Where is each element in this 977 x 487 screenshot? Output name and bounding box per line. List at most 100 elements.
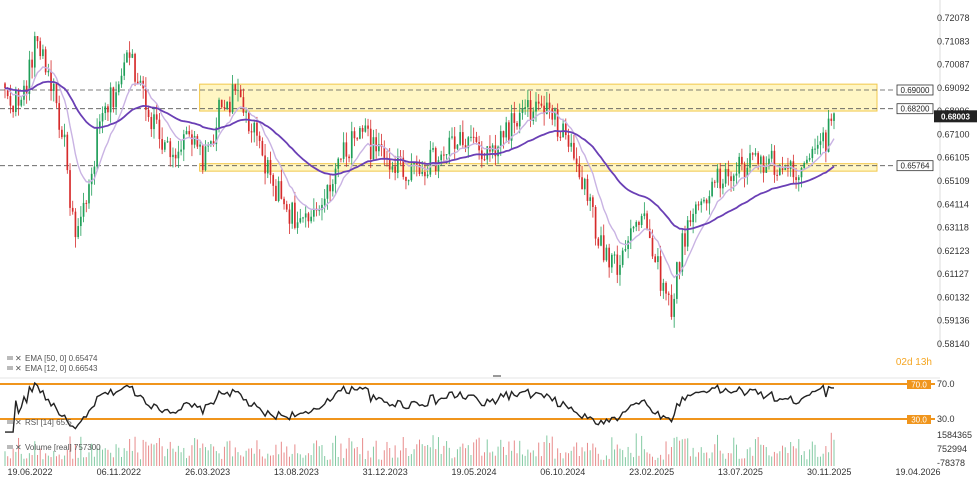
candle-body [445,154,448,156]
candle-body [751,153,754,155]
legend-menu-icon[interactable] [7,445,13,449]
price-axis-tick: 0.63118 [937,223,969,233]
candle-body [781,168,784,170]
candle-body [475,137,478,143]
candle-body [88,184,90,204]
volume-bar [215,451,217,466]
candle-body [711,181,713,197]
volume-axis-tick: -78378 [937,458,965,468]
volume-bar [64,455,66,466]
volume-bar [343,458,345,466]
volume-bar [232,456,234,466]
volume-bar [809,449,811,466]
price-axis-tick: 0.67100 [937,129,970,139]
volume-bar [248,448,250,466]
candle-body [502,131,505,138]
candle-body [28,59,31,94]
volume-bar [700,447,702,466]
candle-body [109,87,112,113]
price-axis-tick: 0.62123 [937,246,970,256]
volume-bar [738,458,740,466]
candle-body [52,83,55,92]
volume-panel[interactable]: ✕ Volume [real] 757300 1584365 752994 -7… [4,430,973,468]
volume-bar [316,440,318,466]
time-axis-tick: 13.07.2025 [718,467,763,477]
legend-menu-icon[interactable] [7,356,13,360]
volume-bar [670,447,672,466]
level-tag [896,84,934,96]
volume-bar [345,448,347,466]
candle-body [621,250,624,265]
candle-body [564,123,567,136]
candle-body [448,137,451,155]
legend-close-icon[interactable]: ✕ [15,354,22,363]
volume-bar [400,450,402,466]
price-axis-tick: 0.70087 [937,60,970,70]
candles [4,31,835,328]
volume-bar [811,441,813,466]
volume-bar [102,449,104,466]
current-price-tag [934,110,977,123]
volume-bar [538,442,540,466]
legend-menu-icon[interactable] [7,420,13,424]
candle-body [196,136,199,147]
candle-body [554,109,556,120]
volume-bar [733,437,735,466]
volume-bar [391,457,393,466]
legend-close-icon[interactable]: ✕ [15,418,22,427]
candle-body [724,168,727,184]
volume-bar [524,455,526,466]
volume-bar [494,455,496,466]
candle-body [467,137,470,149]
candle-body [104,106,107,114]
candle-body [50,70,52,92]
volume-bar [773,451,775,466]
candle-body [443,154,445,156]
candle-body [537,101,540,104]
candle-body [510,113,513,141]
volume-bar [191,445,193,466]
volume-bar [741,458,743,466]
price-axis-tick: 0.65109 [937,176,970,186]
volume-bar [96,448,98,466]
volume-bar [69,436,71,466]
candle-body [418,165,421,174]
candle-body [570,142,573,147]
zone-upper[interactable] [199,83,878,112]
volume-bar [221,458,223,466]
legend-menu-icon[interactable] [7,366,13,370]
ema-legend: ✕ EMA [50, 0] 0.65474 ✕ EMA [12, 0] 0.66… [7,354,98,373]
volume-bar [792,446,794,466]
volume-bar [500,439,502,466]
legend-close-icon[interactable]: ✕ [15,364,22,373]
legend-close-icon[interactable]: ✕ [15,443,22,452]
volume-bar [638,455,640,466]
candle-body [437,160,440,172]
volume-bar [367,450,369,466]
price-axis-tick: 0.69092 [937,83,970,93]
volume-bar [440,453,442,466]
volume-bar [768,455,770,466]
zone-lower[interactable] [199,163,878,172]
volume-bar [530,452,532,466]
volume-bar [484,452,486,466]
candle-body [719,168,722,189]
candle-body [613,254,616,256]
candle-body [348,156,350,159]
volume-bar [137,452,139,466]
volume-bar [833,439,835,466]
candle-body [581,177,583,190]
volume-bar [110,452,112,466]
volume-bar [353,448,355,466]
volume-bar [527,449,529,466]
candle-body [372,137,375,159]
rsi-panel[interactable]: 70.0 30.0 70.0 30.0 ✕ RSI [14] 65.5 [0,379,955,433]
candle-body [326,184,329,199]
price-panel[interactable]: 0.720780.710830.700870.690920.680960.671… [0,0,977,373]
candle-body [356,138,359,140]
panel-drag-handle[interactable] [493,375,501,377]
volume-bar [134,436,136,466]
level-tag [896,160,934,172]
candle-body [800,167,803,178]
